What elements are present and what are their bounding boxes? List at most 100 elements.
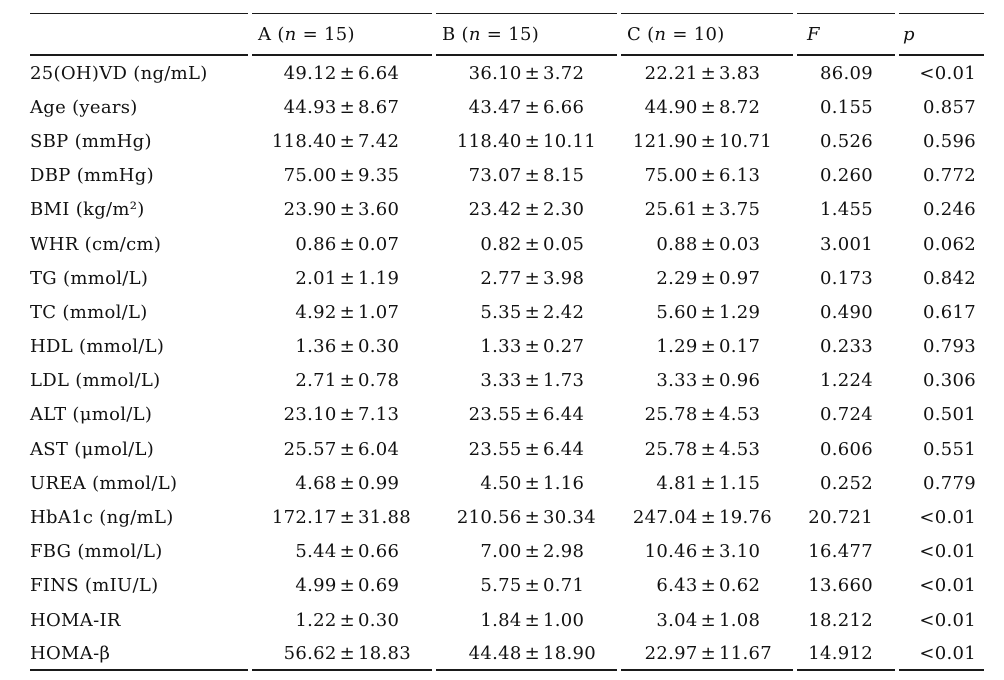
mean-value: 23.42 (468, 199, 522, 221)
mean-value: 25.57 (283, 438, 337, 460)
mean-value: 5.44 (295, 541, 337, 563)
sd-value: 18.83 (358, 642, 412, 664)
group-a-value: 1.36 ±0.30 (252, 330, 432, 364)
p-value: 0.617 (922, 301, 976, 323)
header-group-c-n-symbol: n (654, 23, 667, 45)
plus-minus-sign: ± (339, 370, 355, 392)
plus-minus-sign: ± (339, 267, 355, 289)
plus-minus-sign: ± (524, 165, 540, 187)
f-statistic-value: 0.155 (819, 96, 873, 118)
sd-value: 0.71 (543, 575, 585, 597)
mean-value: 73.07 (468, 165, 522, 187)
sd-value: 9.35 (358, 165, 400, 187)
p-value: <0.01 (919, 507, 976, 529)
row-label: Age (years) (30, 96, 138, 118)
f-statistic-value: 0.260 (819, 165, 873, 187)
sd-value: 0.30 (358, 609, 400, 631)
group-a-value: 23.90 ±3.60 (252, 193, 432, 227)
p-value: <0.01 (919, 62, 976, 84)
plus-minus-sign: ± (339, 199, 355, 221)
sd-value: 6.13 (719, 165, 761, 187)
sd-value: 7.42 (358, 130, 400, 152)
sd-value: 7.13 (358, 404, 400, 426)
p-value: 0.062 (922, 233, 976, 255)
plus-minus-sign: ± (524, 609, 540, 631)
p-value: <0.01 (919, 575, 976, 597)
plus-minus-sign: ± (524, 472, 540, 494)
sd-value: 6.44 (543, 438, 585, 460)
f-statistic-value: 18.212 (808, 609, 873, 631)
mean-value: 4.92 (295, 301, 337, 323)
plus-minus-sign: ± (339, 642, 355, 664)
mean-value: 2.77 (480, 267, 522, 289)
row-label: HDL (mmol/L) (30, 336, 165, 358)
mean-value: 4.99 (295, 575, 337, 597)
f-statistic-value: 16.477 (808, 541, 873, 563)
mean-value: 1.36 (295, 336, 337, 358)
mean-value: 4.50 (480, 472, 522, 494)
p-value: 0.772 (922, 165, 976, 187)
sd-value: 8.15 (543, 165, 585, 187)
header-group-b-post: = 15) (480, 23, 540, 45)
group-c-value: 4.81 ±1.15 (621, 466, 793, 500)
group-c-value: 44.90 ±8.72 (621, 90, 793, 124)
plus-minus-sign: ± (339, 438, 355, 460)
f-statistic-value: 1.455 (819, 199, 873, 221)
row-label: HbA1c (ng/mL) (30, 507, 174, 529)
table-row: HOMA-β 56.62 ±18.83 44.48 ±18.90 22.97 ±11.67 1… (30, 637, 984, 672)
mean-value: 5.60 (656, 301, 698, 323)
sd-value: 4.53 (719, 404, 761, 426)
header-group-b-n-symbol: n (468, 23, 481, 45)
mean-value: 3.33 (480, 370, 522, 392)
sd-value: 1.15 (719, 472, 761, 494)
mean-value: 6.43 (656, 575, 698, 597)
group-a-value: 0.86 ±0.07 (252, 227, 432, 261)
group-c-value: 22.21 ±3.83 (621, 56, 793, 90)
sd-value: 1.00 (543, 609, 585, 631)
f-statistic-value: 3.001 (819, 233, 873, 255)
group-c-value: 2.29 ±0.97 (621, 261, 793, 295)
group-a-value: 75.00 ±9.35 (252, 159, 432, 193)
p-value: 0.246 (922, 199, 976, 221)
group-b-value: 2.77 ±3.98 (436, 261, 617, 295)
header-group-c: C (n = 10) (621, 13, 793, 56)
plus-minus-sign: ± (700, 301, 716, 323)
row-label: LDL (mmol/L) (30, 370, 161, 392)
plus-minus-sign: ± (524, 438, 540, 460)
header-group-c-pre: C ( (627, 23, 655, 45)
row-label: UREA (mmol/L) (30, 472, 178, 494)
row-label: WHR (cm/cm) (30, 233, 162, 255)
plus-minus-sign: ± (339, 165, 355, 187)
group-b-value: 118.40 ±10.11 (436, 124, 617, 158)
sd-value: 0.99 (358, 472, 400, 494)
f-statistic-value: 14.912 (797, 637, 895, 672)
mean-value: 2.01 (295, 267, 337, 289)
sd-value: 31.88 (358, 507, 412, 529)
group-b-value: 0.82 ±0.05 (436, 227, 617, 261)
stats-table-container: A (n = 15) B (n = 15) C (n = 10) F p 25(… (26, 13, 988, 672)
header-f-label: F (807, 23, 820, 45)
group-a-value: 5.44 ±0.66 (252, 535, 432, 569)
sd-value: 0.05 (543, 233, 585, 255)
plus-minus-sign: ± (524, 575, 540, 597)
group-a-value: 49.12 ±6.64 (252, 56, 432, 90)
p-value: 0.793 (922, 336, 976, 358)
header-row: A (n = 15) B (n = 15) C (n = 10) F p (30, 13, 984, 56)
group-a-value: 56.62 ±18.83 (252, 637, 432, 672)
mean-value: 44.90 (644, 96, 698, 118)
sd-value: 6.64 (358, 62, 400, 84)
plus-minus-sign: ± (524, 62, 540, 84)
plus-minus-sign: ± (524, 199, 540, 221)
sd-value: 4.53 (719, 438, 761, 460)
group-b-value: 1.33 ±0.27 (436, 330, 617, 364)
p-value: 0.779 (922, 472, 976, 494)
plus-minus-sign: ± (700, 336, 716, 358)
row-label: ALT (μmol/L) (30, 404, 153, 426)
table-row: SBP (mmHg) 118.40 ±7.42 118.40 ±10.11 121.90 ±… (30, 124, 984, 158)
plus-minus-sign: ± (339, 609, 355, 631)
plus-minus-sign: ± (524, 301, 540, 323)
group-a-value: 4.68 ±0.99 (252, 466, 432, 500)
header-p-value: p (899, 13, 984, 56)
sd-value: 1.73 (543, 370, 585, 392)
